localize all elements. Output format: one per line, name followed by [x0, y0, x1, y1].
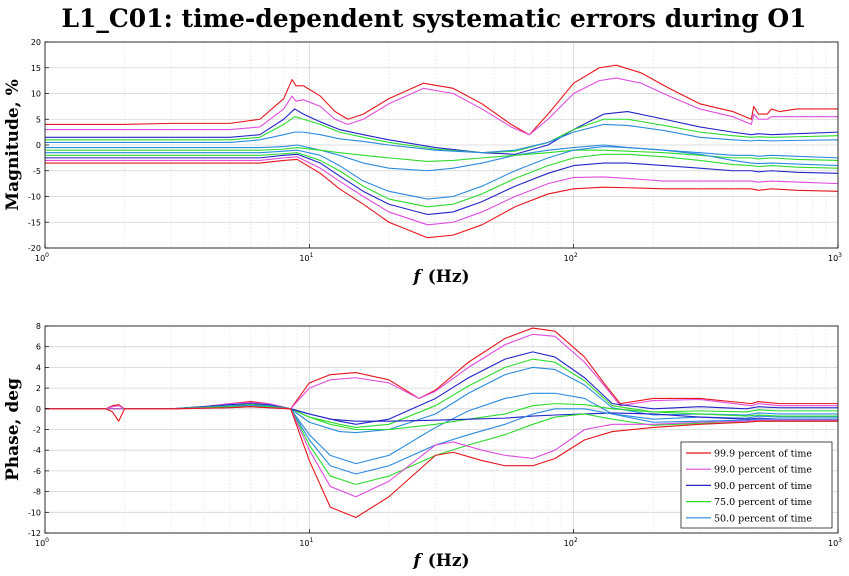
magnitude-xlabel-unit: (Hz) — [428, 267, 470, 287]
series-line-6 — [45, 147, 839, 163]
x-tick-base: 10 — [564, 539, 574, 548]
series-line-9 — [45, 153, 839, 216]
magnitude-xlabel-symbol: f — [412, 267, 423, 287]
x-tick-label: 102 — [564, 252, 578, 263]
x-tick-base: 10 — [564, 254, 574, 263]
chart-title: L1_C01: time-dependent systematic errors… — [61, 4, 806, 33]
y-tick-label: 0 — [36, 405, 41, 414]
y-tick-label: -20 — [28, 244, 41, 253]
y-tick-label: 20 — [31, 38, 41, 47]
y-tick-label: 10 — [31, 90, 41, 99]
y-tick-label: -15 — [28, 218, 41, 227]
series-line-2 — [45, 351, 838, 425]
magnitude-xlabel: f (Hz) — [412, 267, 469, 287]
x-tick-base: 10 — [35, 254, 45, 263]
legend-label: 99.0 percent of time — [714, 465, 812, 476]
legend-label: 90.0 percent of time — [714, 481, 812, 492]
y-tick-label: -10 — [28, 508, 41, 517]
series-line-5 — [45, 144, 839, 172]
series-line-4 — [45, 123, 839, 154]
magnitude-ylabel: Magnitude, % — [3, 79, 23, 210]
phase-xlabel-unit: (Hz) — [428, 551, 470, 571]
y-tick-label: -5 — [33, 167, 41, 176]
phase-ylabel: Phase, deg — [3, 378, 23, 481]
legend-label: 50.0 percent of time — [714, 513, 812, 524]
series-line-8 — [45, 152, 839, 208]
phase-series — [45, 327, 838, 519]
y-tick-label: 5 — [36, 115, 41, 124]
x-tick-base: 10 — [35, 539, 45, 548]
phase-xlabel-symbol: f — [412, 551, 423, 571]
legend-label: 99.9 percent of time — [714, 449, 812, 460]
x-tick-exponent: 2 — [574, 537, 578, 544]
series-line-3 — [45, 358, 838, 428]
x-tick-label: 100 — [35, 537, 49, 548]
x-tick-label: 101 — [299, 537, 313, 548]
x-tick-label: 102 — [564, 537, 578, 548]
x-tick-exponent: 3 — [838, 252, 842, 259]
x-tick-base: 10 — [828, 539, 838, 548]
x-tick-base: 10 — [299, 254, 309, 263]
legend: 99.9 percent of time 99.0 percent of time… — [680, 441, 833, 529]
y-tick-label: 15 — [31, 64, 41, 73]
magnitude-series — [45, 64, 839, 239]
y-tick-label: 4 — [36, 363, 41, 372]
x-tick-exponent: 2 — [574, 252, 578, 259]
y-tick-label: 8 — [36, 322, 41, 331]
y-tick-label: -4 — [33, 446, 41, 455]
series-line-10 — [45, 156, 839, 226]
series-line-11 — [45, 158, 839, 239]
x-tick-base: 10 — [299, 539, 309, 548]
y-tick-label: 0 — [36, 141, 41, 150]
magnitude-grid — [44, 41, 839, 249]
y-tick-label: 6 — [36, 343, 41, 352]
y-tick-label: -12 — [28, 529, 41, 538]
series-line-0 — [45, 327, 838, 410]
y-tick-label: -8 — [33, 488, 41, 497]
y-tick-label: -6 — [33, 467, 41, 476]
y-tick-label: -10 — [28, 193, 41, 202]
x-tick-base: 10 — [828, 254, 838, 263]
x-tick-label: 103 — [828, 537, 842, 548]
x-tick-label: 100 — [35, 252, 49, 263]
x-tick-exponent: 1 — [310, 537, 314, 544]
series-line-7 — [45, 146, 839, 200]
x-tick-exponent: 3 — [838, 537, 842, 544]
x-tick-label: 103 — [828, 252, 842, 263]
x-tick-exponent: 0 — [45, 252, 49, 259]
phase-xlabel: f (Hz) — [412, 551, 469, 571]
x-tick-exponent: 1 — [310, 252, 314, 259]
series-line-1 — [45, 333, 838, 410]
series-line-11 — [45, 406, 838, 519]
y-tick-label: 2 — [36, 384, 41, 393]
series-line-0 — [45, 64, 838, 136]
y-tick-label: -2 — [33, 426, 41, 435]
legend-label: 75.0 percent of time — [714, 497, 812, 508]
x-tick-label: 101 — [299, 252, 313, 263]
x-tick-exponent: 0 — [45, 537, 49, 544]
series-line-1 — [45, 77, 838, 136]
